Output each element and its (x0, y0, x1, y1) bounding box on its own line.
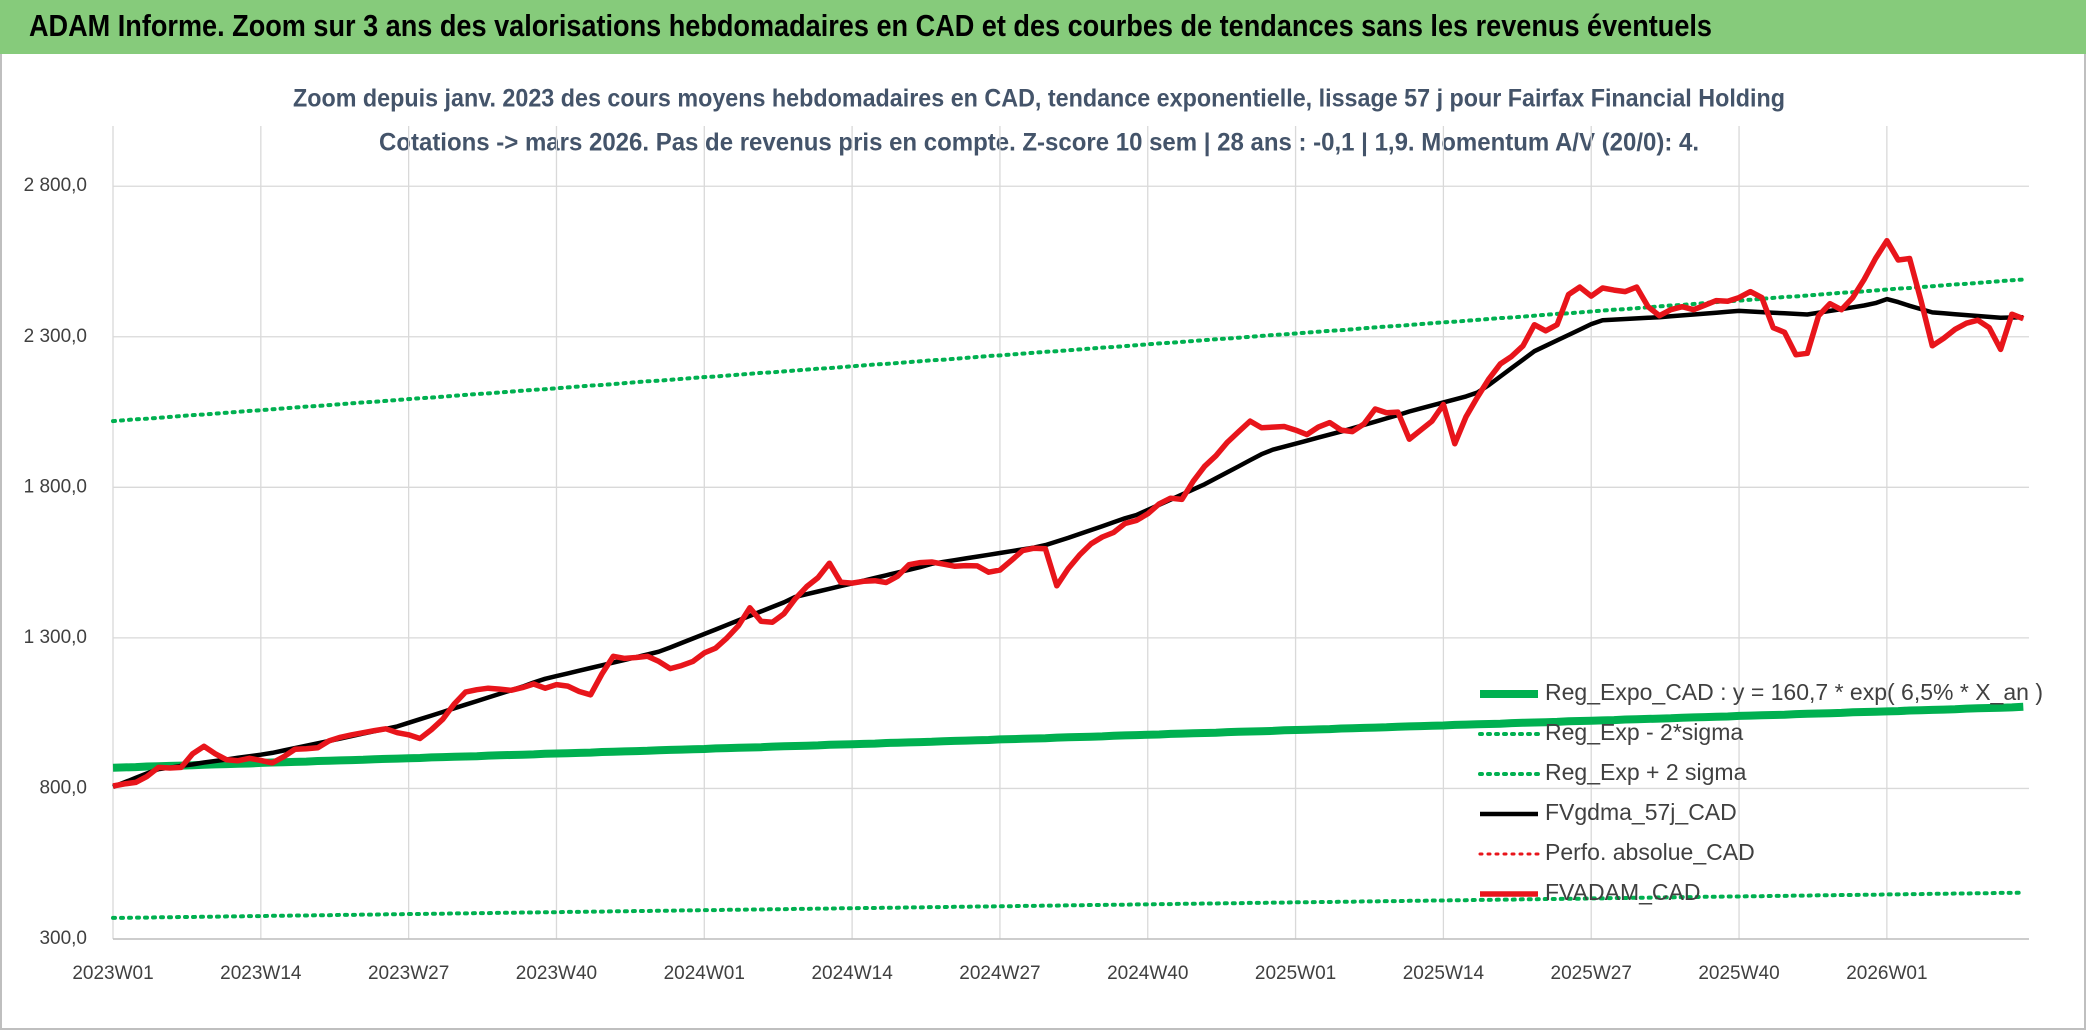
x-tick-label: 2025W27 (1551, 963, 1632, 984)
series-line (112, 702, 2024, 772)
series-line (112, 296, 2024, 789)
x-tick-label: 2023W40 (516, 963, 597, 984)
y-tick-label: 300,0 (39, 928, 87, 949)
series-line (111, 890, 2026, 920)
x-tick-label: 2024W40 (1107, 963, 1188, 984)
x-tick-label: 2025W01 (1255, 963, 1336, 984)
chart-title: ADAM Informe. Zoom sur 3 ans des valoris… (29, 8, 1712, 43)
x-tick-label: 2026W01 (1846, 963, 1927, 984)
series-line (112, 237, 2025, 789)
subtitle: Cotations -> mars 2026. Pas de revenus p… (379, 129, 1699, 157)
x-tick-label: 2024W27 (959, 963, 1040, 984)
legend-label: Reg_Exp - 2*sigma (1545, 719, 1743, 745)
x-tick-label: 2025W40 (1698, 963, 1779, 984)
series-line (111, 277, 2026, 424)
legend-label: FVgdma_57j_CAD (1545, 799, 1737, 825)
subtitle: Zoom depuis janv. 2023 des cours moyens … (293, 85, 1785, 113)
y-tick-label: 1 800,0 (24, 476, 87, 497)
x-tick-label: 2025W14 (1403, 963, 1485, 984)
x-tick-label: 2023W14 (220, 963, 302, 984)
x-tick-label: 2024W01 (664, 963, 745, 984)
x-tick-label: 2024W14 (811, 963, 893, 984)
y-tick-label: 2 800,0 (24, 175, 87, 196)
legend-label: Reg_Exp + 2 sigma (1545, 759, 1747, 785)
legend-label: Reg_Expo_CAD : y = 160,7 * exp( 6,5% * X… (1545, 679, 2043, 705)
legend-label: Perfo. absolue_CAD (1545, 839, 1755, 865)
y-tick-label: 800,0 (39, 777, 87, 798)
y-tick-label: 2 300,0 (24, 326, 87, 347)
x-tick-label: 2023W01 (72, 963, 153, 984)
header-bar (0, 0, 2086, 54)
legend-label: FVADAM_CAD (1545, 879, 1701, 905)
y-tick-label: 1 300,0 (24, 627, 87, 648)
x-tick-label: 2023W27 (368, 963, 449, 984)
frame (0, 49, 2086, 1030)
